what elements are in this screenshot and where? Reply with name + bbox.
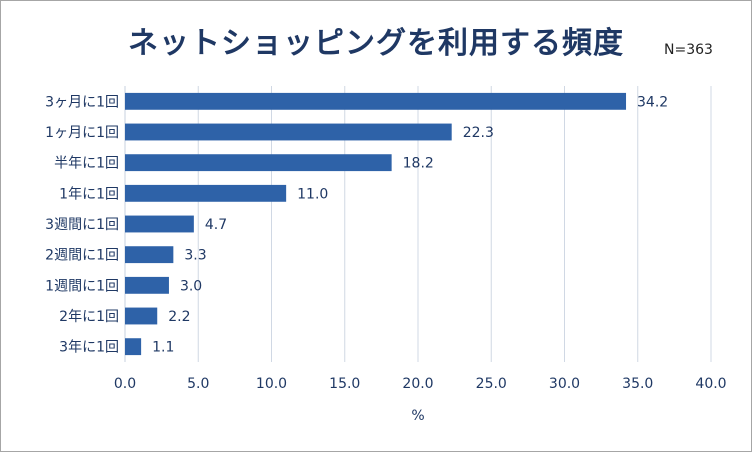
category-label: 2週間に1回 [45, 248, 119, 264]
category-label: 1週間に1回 [45, 278, 119, 294]
bars [125, 92, 627, 356]
data-label: 34.2 [637, 94, 668, 110]
category-label: 3週間に1回 [45, 217, 119, 233]
x-tick-label: 20.0 [402, 376, 433, 392]
category-label: 半年に1回 [54, 156, 119, 172]
data-label: 18.2 [403, 156, 434, 172]
chart-title: ネットショッピングを利用する頻度 [128, 26, 624, 61]
x-tick-labels: 0.0 5.0 10.0 15.0 20.0 25.0 30.0 35.0 40.0 [114, 376, 727, 392]
category-label: 1ヶ月に1回 [45, 125, 119, 141]
x-tick-label: 30.0 [549, 376, 580, 392]
bar [125, 123, 452, 141]
data-label: 3.0 [180, 278, 202, 294]
x-tick-label: 0.0 [114, 376, 136, 392]
bar [125, 92, 627, 110]
bar [125, 154, 392, 172]
data-label: 1.1 [152, 340, 174, 356]
x-tick-label: 10.0 [256, 376, 287, 392]
bar [125, 276, 169, 294]
x-tick-label: 35.0 [622, 376, 653, 392]
bar [125, 307, 158, 325]
bar [125, 184, 287, 202]
x-tick-label: 25.0 [476, 376, 507, 392]
bar [125, 246, 174, 264]
data-label: 11.0 [297, 186, 328, 202]
x-axis-title: % [411, 408, 424, 424]
category-label: 1年に1回 [59, 186, 119, 202]
category-label: 3年に1回 [59, 340, 119, 356]
sample-size-note: N=363 [664, 42, 713, 58]
x-tick-label: 5.0 [187, 376, 209, 392]
bar [125, 338, 142, 356]
x-tick-label: 15.0 [329, 376, 360, 392]
data-labels: 34.2 22.3 18.2 11.0 4.7 3.3 3.0 2.2 1.1 [152, 94, 668, 355]
data-label: 22.3 [463, 125, 494, 141]
x-tick-label: 40.0 [695, 376, 726, 392]
data-label: 4.7 [205, 217, 227, 233]
category-label: 2年に1回 [59, 309, 119, 325]
data-label: 3.3 [184, 248, 206, 264]
category-label: 3ヶ月に1回 [45, 94, 119, 110]
bar [125, 215, 194, 233]
data-label: 2.2 [168, 309, 190, 325]
